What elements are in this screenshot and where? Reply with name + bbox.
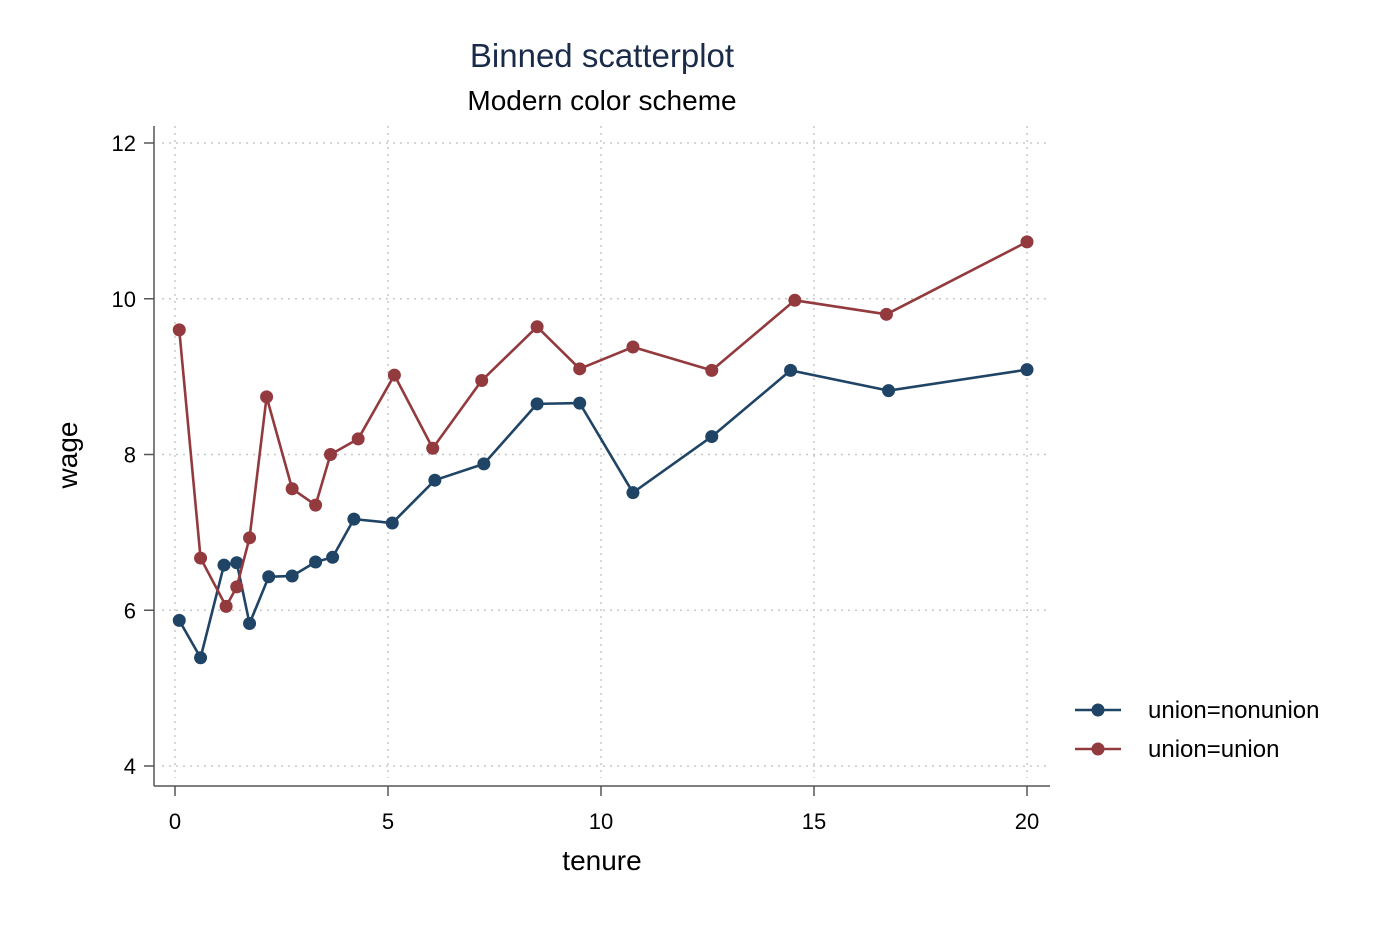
data-point — [194, 551, 208, 565]
data-point — [309, 555, 323, 569]
data-point — [475, 374, 489, 388]
data-point — [530, 320, 544, 334]
y-tick-label: 8 — [124, 443, 136, 468]
data-point — [705, 363, 719, 377]
legend-label: union=nonunion — [1148, 697, 1320, 724]
data-point — [385, 516, 399, 530]
data-point — [326, 550, 340, 564]
series-union=nonunion — [172, 363, 1034, 665]
data-series — [172, 235, 1034, 665]
data-point — [477, 457, 491, 471]
y-tick-label: 12 — [112, 131, 136, 156]
data-point — [387, 368, 401, 382]
data-point — [1020, 235, 1034, 249]
data-point — [260, 390, 274, 404]
data-point — [882, 384, 896, 398]
data-point — [879, 307, 893, 321]
series-line — [178, 368, 1028, 660]
data-point — [285, 569, 299, 583]
data-point — [323, 448, 337, 461]
gridlines — [162, 126, 1046, 778]
chart-title: Binned scatterplot — [470, 37, 734, 74]
data-point — [626, 340, 640, 354]
x-tick-label: 10 — [589, 809, 613, 834]
x-tick-label: 20 — [1015, 809, 1039, 834]
ticks: 4 6 8 10 12 0 5 10 15 20 — [112, 131, 1040, 834]
data-point — [1020, 363, 1034, 377]
data-point — [230, 580, 244, 594]
y-tick-label: 6 — [124, 598, 136, 623]
data-point — [347, 512, 361, 526]
legend-marker — [1091, 703, 1105, 717]
chart-subtitle: Modern color scheme — [467, 85, 736, 116]
data-point — [309, 498, 323, 512]
legend-item: union=nonunion — [1075, 697, 1320, 724]
series-line — [177, 240, 1028, 608]
legend-item: union=union — [1075, 736, 1279, 763]
data-point — [530, 397, 544, 411]
x-axis-title: tenure — [562, 845, 641, 876]
x-tick-label: 15 — [802, 809, 826, 834]
y-tick-label: 4 — [124, 754, 136, 779]
data-point — [219, 599, 233, 613]
legend: union=nonunion union=union — [1075, 697, 1320, 763]
data-point — [243, 616, 257, 630]
data-point — [194, 651, 208, 665]
data-point — [573, 396, 587, 410]
data-point — [428, 473, 442, 487]
data-point — [351, 432, 365, 446]
data-point — [705, 430, 719, 444]
data-point — [243, 531, 257, 545]
data-point — [626, 486, 640, 500]
x-tick-label: 5 — [382, 809, 394, 834]
data-point — [788, 293, 802, 307]
data-point — [217, 558, 231, 572]
y-axis-title: wage — [52, 422, 83, 490]
data-point — [573, 362, 587, 376]
legend-label: union=union — [1148, 736, 1279, 763]
legend-marker — [1091, 742, 1105, 756]
data-point — [784, 363, 798, 377]
data-point — [230, 556, 244, 570]
axes — [153, 126, 1050, 787]
x-tick-label: 0 — [169, 809, 181, 834]
data-point — [172, 613, 186, 627]
data-point — [285, 482, 299, 496]
data-point — [262, 570, 276, 584]
data-point — [172, 323, 186, 337]
series-union=union — [172, 235, 1034, 613]
y-tick-label: 10 — [112, 287, 136, 312]
data-point — [426, 441, 440, 455]
